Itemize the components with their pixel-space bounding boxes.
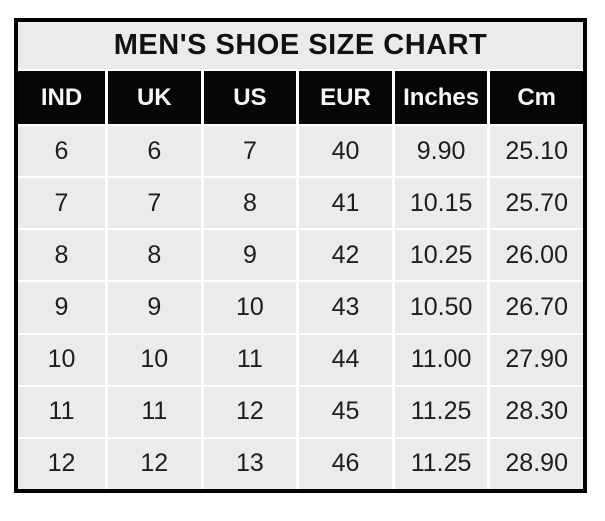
column-header-cm: Cm: [490, 71, 583, 124]
table-cell: 6: [108, 126, 201, 177]
table-cell: 10: [108, 334, 201, 385]
table-cell: 40: [299, 126, 392, 177]
table-cell: 27.90: [490, 334, 583, 385]
shoe-size-chart: MEN'S SHOE SIZE CHART IND UK US EUR Inch…: [14, 18, 587, 493]
column-header-ind: IND: [18, 71, 105, 124]
table-cell: 12: [108, 438, 201, 489]
column-header-uk: UK: [108, 71, 201, 124]
table-cell: 46: [299, 438, 392, 489]
table-cell: 25.10: [490, 126, 583, 177]
column-header-us: US: [203, 71, 297, 124]
table-cell: 8: [18, 230, 105, 281]
table-cell: 41: [299, 178, 392, 229]
shoe-size-table: MEN'S SHOE SIZE CHART IND UK US EUR Inch…: [18, 22, 583, 489]
table-cell: 9: [203, 230, 297, 281]
table-cell: 7: [108, 178, 201, 229]
table-cell: 12: [203, 386, 297, 437]
chart-title: MEN'S SHOE SIZE CHART: [18, 22, 583, 69]
table-cell: 11: [108, 386, 201, 437]
table-cell: 11.25: [394, 438, 488, 489]
table-cell: 45: [299, 386, 392, 437]
table-cell: 26.70: [490, 282, 583, 333]
table-cell: 10: [203, 282, 297, 333]
table-cell: 26.00: [490, 230, 583, 281]
table-cell: 7: [18, 178, 105, 229]
table-cell: 9.90: [394, 126, 488, 177]
column-header-inches: Inches: [394, 71, 488, 124]
table-cell: 44: [299, 334, 392, 385]
table-cell: 12: [18, 438, 105, 489]
table-cell: 43: [299, 282, 392, 333]
table-cell: 25.70: [490, 178, 583, 229]
table-cell: 10.25: [394, 230, 488, 281]
table-cell: 28.30: [490, 386, 583, 437]
column-header-eur: EUR: [299, 71, 392, 124]
table-cell: 8: [108, 230, 201, 281]
table-cell: 11: [203, 334, 297, 385]
table-cell: 11: [18, 386, 105, 437]
table-cell: 28.90: [490, 438, 583, 489]
table-cell: 8: [203, 178, 297, 229]
table-cell: 10.15: [394, 178, 488, 229]
table-cell: 42: [299, 230, 392, 281]
table-cell: 9: [108, 282, 201, 333]
table-cell: 11.25: [394, 386, 488, 437]
table-cell: 10.50: [394, 282, 488, 333]
table-cell: 11.00: [394, 334, 488, 385]
table-cell: 10: [18, 334, 105, 385]
table-cell: 13: [203, 438, 297, 489]
table-cell: 9: [18, 282, 105, 333]
table-cell: 7: [203, 126, 297, 177]
table-cell: 6: [18, 126, 105, 177]
